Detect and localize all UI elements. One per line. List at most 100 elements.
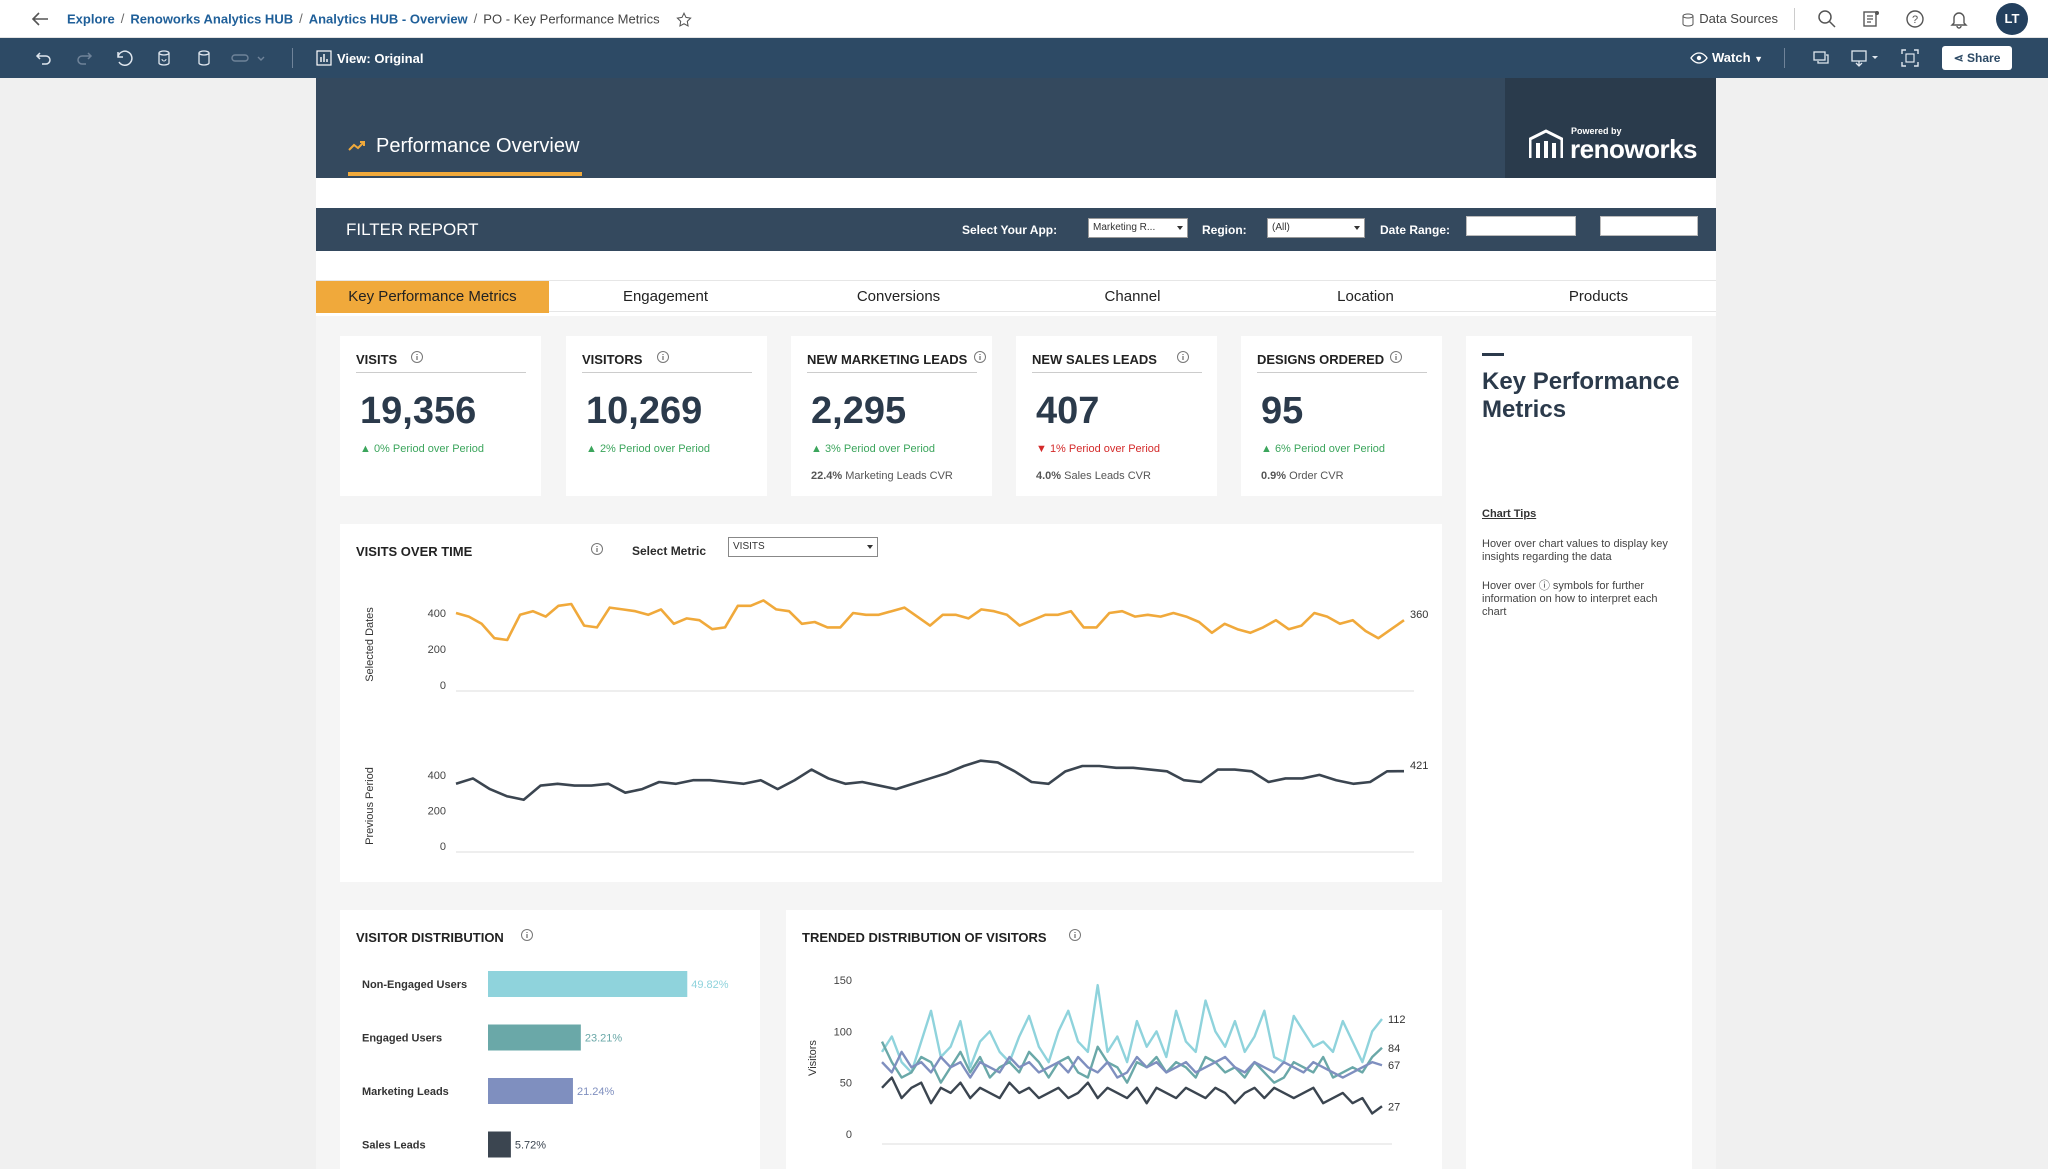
select-app-dropdown[interactable]: Marketing R... bbox=[1088, 218, 1188, 238]
info-icon[interactable] bbox=[1176, 350, 1190, 364]
select-metric-label: Select Metric bbox=[632, 544, 707, 558]
bar-category-label: Sales Leads bbox=[362, 1140, 426, 1152]
y-tick-label: 200 bbox=[428, 805, 446, 817]
tab-channel[interactable]: Channel bbox=[1104, 288, 1161, 305]
select-metric-dropdown[interactable]: VISITS bbox=[728, 537, 878, 557]
tab-engagement[interactable]: Engagement bbox=[622, 288, 709, 305]
watch-button[interactable]: Watch ▼ bbox=[1690, 50, 1763, 65]
visitor-distribution-title: VISITOR DISTRIBUTION bbox=[356, 930, 504, 945]
user-avatar[interactable]: LT bbox=[1996, 3, 2028, 35]
visitor-distribution-chart[interactable]: Non-Engaged Users 49.82% Engaged Users 23.2… bbox=[340, 960, 760, 1169]
series-line bbox=[880, 1041, 1383, 1084]
bar-value-label: 49.82% bbox=[691, 979, 729, 991]
kpi-divider bbox=[807, 372, 977, 373]
side-info-panel: Key Performance Metrics Chart Tips Hover… bbox=[1466, 336, 1692, 1169]
kpi-card-visits[interactable]: VISITS 19,356 ▲ 0% Period over Period bbox=[340, 336, 541, 496]
end-value-label: 27 bbox=[1388, 1101, 1400, 1113]
fullscreen-icon[interactable] bbox=[1900, 48, 1920, 68]
comments-icon[interactable] bbox=[1812, 48, 1832, 68]
y-tick-label: 200 bbox=[428, 644, 446, 656]
toolbar-divider bbox=[292, 48, 293, 68]
info-icon[interactable] bbox=[590, 542, 604, 556]
tab-key-performance-metrics[interactable]: Key Performance Metrics bbox=[316, 281, 549, 313]
info-icon[interactable] bbox=[656, 350, 670, 364]
back-arrow-icon[interactable] bbox=[28, 7, 52, 31]
bar bbox=[488, 971, 688, 997]
tab-conversions[interactable]: Conversions bbox=[856, 288, 941, 305]
kpi-value: 10,269 bbox=[586, 390, 703, 432]
kpi-conversion-rate: 4.0% Sales Leads CVR bbox=[1036, 470, 1151, 482]
kpi-card-new-sales-leads[interactable]: NEW SALES LEADS 407 ▼ 1% Period over Per… bbox=[1016, 336, 1217, 496]
trended-distribution-chart[interactable]: 0 50 100 150 Visitors 112 84 67 27 bbox=[786, 954, 1442, 1169]
select-app-label: Select Your App: bbox=[962, 223, 1058, 237]
y-axis-label: Selected Dates bbox=[364, 607, 376, 682]
notifications-bell-icon[interactable] bbox=[1948, 8, 1970, 30]
kpi-conversion-label: Sales Leads CVR bbox=[1061, 470, 1151, 482]
end-value-label: 360 bbox=[1410, 609, 1428, 621]
search-icon[interactable] bbox=[1816, 8, 1838, 30]
region-dropdown[interactable]: (All) bbox=[1267, 218, 1365, 238]
bar-category-label: Marketing Leads bbox=[362, 1086, 449, 1098]
info-icon[interactable] bbox=[1068, 928, 1082, 942]
header-banner: Performance Overview Powered by renowork… bbox=[316, 78, 1716, 178]
select-app-value: Marketing R... bbox=[1093, 222, 1156, 233]
notes-icon[interactable] bbox=[1860, 8, 1882, 30]
visits-over-time-title: VISITS OVER TIME bbox=[356, 544, 473, 559]
undo-icon[interactable] bbox=[34, 48, 54, 68]
breadcrumb-analytics-hub-overview[interactable]: Analytics HUB - Overview bbox=[308, 11, 468, 27]
y-axis-label: Previous Period bbox=[364, 767, 376, 845]
bar-category-label: Engaged Users bbox=[362, 1033, 442, 1045]
date-range-label: Date Range: bbox=[1380, 223, 1451, 237]
info-icon[interactable] bbox=[520, 928, 534, 942]
data-sources-label: Data Sources bbox=[1699, 11, 1778, 26]
y-tick-label: 0 bbox=[846, 1129, 852, 1141]
kpi-value: 2,295 bbox=[811, 390, 907, 432]
visitor-distribution-card: VISITOR DISTRIBUTION Non-Engaged Users 49… bbox=[340, 910, 760, 1169]
y-tick-label: 400 bbox=[428, 608, 446, 620]
region-value: (All) bbox=[1272, 222, 1290, 233]
data-sources-button[interactable]: Data Sources bbox=[1681, 11, 1778, 27]
trended-distribution-title: TRENDED DISTRIBUTION OF VISITORS bbox=[802, 930, 1047, 945]
kpi-card-new-marketing-leads[interactable]: NEW MARKETING LEADS 2,295 ▲ 3% Period ov… bbox=[791, 336, 992, 496]
kpi-divider bbox=[1257, 372, 1427, 373]
redo-icon[interactable] bbox=[74, 48, 94, 68]
tab-bar: Key Performance Metrics Engagement Conve… bbox=[316, 280, 1716, 313]
side-panel-title: Key Performance Metrics bbox=[1482, 368, 1680, 423]
visits-over-time-chart[interactable]: 0 200 400 Selected Dates 360 0 200 400 Previous … bbox=[340, 574, 1442, 874]
breadcrumb-current: PO - Key Performance Metrics bbox=[483, 11, 660, 27]
share-button[interactable]: ⋖ Share bbox=[1942, 46, 2012, 70]
chart-tip-hover-info: Hover over ⓘ symbols for further informa… bbox=[1482, 580, 1658, 618]
kpi-trend: ▼ 1% Period over Period bbox=[1036, 443, 1161, 455]
topbar-divider bbox=[1794, 8, 1795, 30]
date-range-end-input[interactable] bbox=[1600, 216, 1698, 236]
y-tick-label: 0 bbox=[440, 841, 446, 853]
breadcrumb-explore[interactable]: Explore bbox=[67, 11, 115, 27]
logo-panel bbox=[1505, 78, 1716, 178]
share-label: Share bbox=[1967, 51, 2001, 65]
y-tick-label: 50 bbox=[840, 1078, 852, 1090]
help-icon[interactable]: ? bbox=[1904, 8, 1926, 30]
breadcrumb-analytics-hub[interactable]: Renoworks Analytics HUB bbox=[130, 11, 294, 27]
refresh-data-icon[interactable] bbox=[154, 48, 174, 68]
download-icon[interactable] bbox=[1850, 48, 1880, 68]
revert-icon[interactable] bbox=[114, 48, 134, 68]
tab-location[interactable]: Location bbox=[1337, 288, 1394, 305]
kpi-conversion-value: 0.9% bbox=[1261, 470, 1287, 482]
info-icon[interactable] bbox=[410, 350, 424, 364]
toolbar: View: Original Watch ▼ ⋖ Share bbox=[0, 38, 2048, 78]
tab-products[interactable]: Products bbox=[1568, 288, 1629, 305]
eye-icon bbox=[1690, 52, 1708, 64]
info-icon[interactable] bbox=[1389, 350, 1403, 364]
replay-animation-icon[interactable] bbox=[230, 48, 266, 68]
kpi-card-visitors[interactable]: VISITORS 10,269 ▲ 2% Period over Period bbox=[566, 336, 767, 496]
kpi-card-designs-ordered[interactable]: DESIGNS ORDERED 95 ▲ 6% Period over Peri… bbox=[1241, 336, 1442, 496]
view-original-button[interactable]: View: Original bbox=[316, 50, 423, 66]
dashboard: Performance Overview Powered by renowork… bbox=[316, 78, 1716, 1169]
info-icon[interactable] bbox=[973, 350, 987, 364]
date-range-start-input[interactable] bbox=[1466, 216, 1576, 236]
y-tick-label: 150 bbox=[834, 975, 852, 987]
y-tick-label: 400 bbox=[428, 770, 446, 782]
y-axis-label: Visitors bbox=[807, 1040, 819, 1076]
favorite-star-icon[interactable] bbox=[675, 11, 693, 29]
pause-updates-icon[interactable] bbox=[194, 48, 214, 68]
